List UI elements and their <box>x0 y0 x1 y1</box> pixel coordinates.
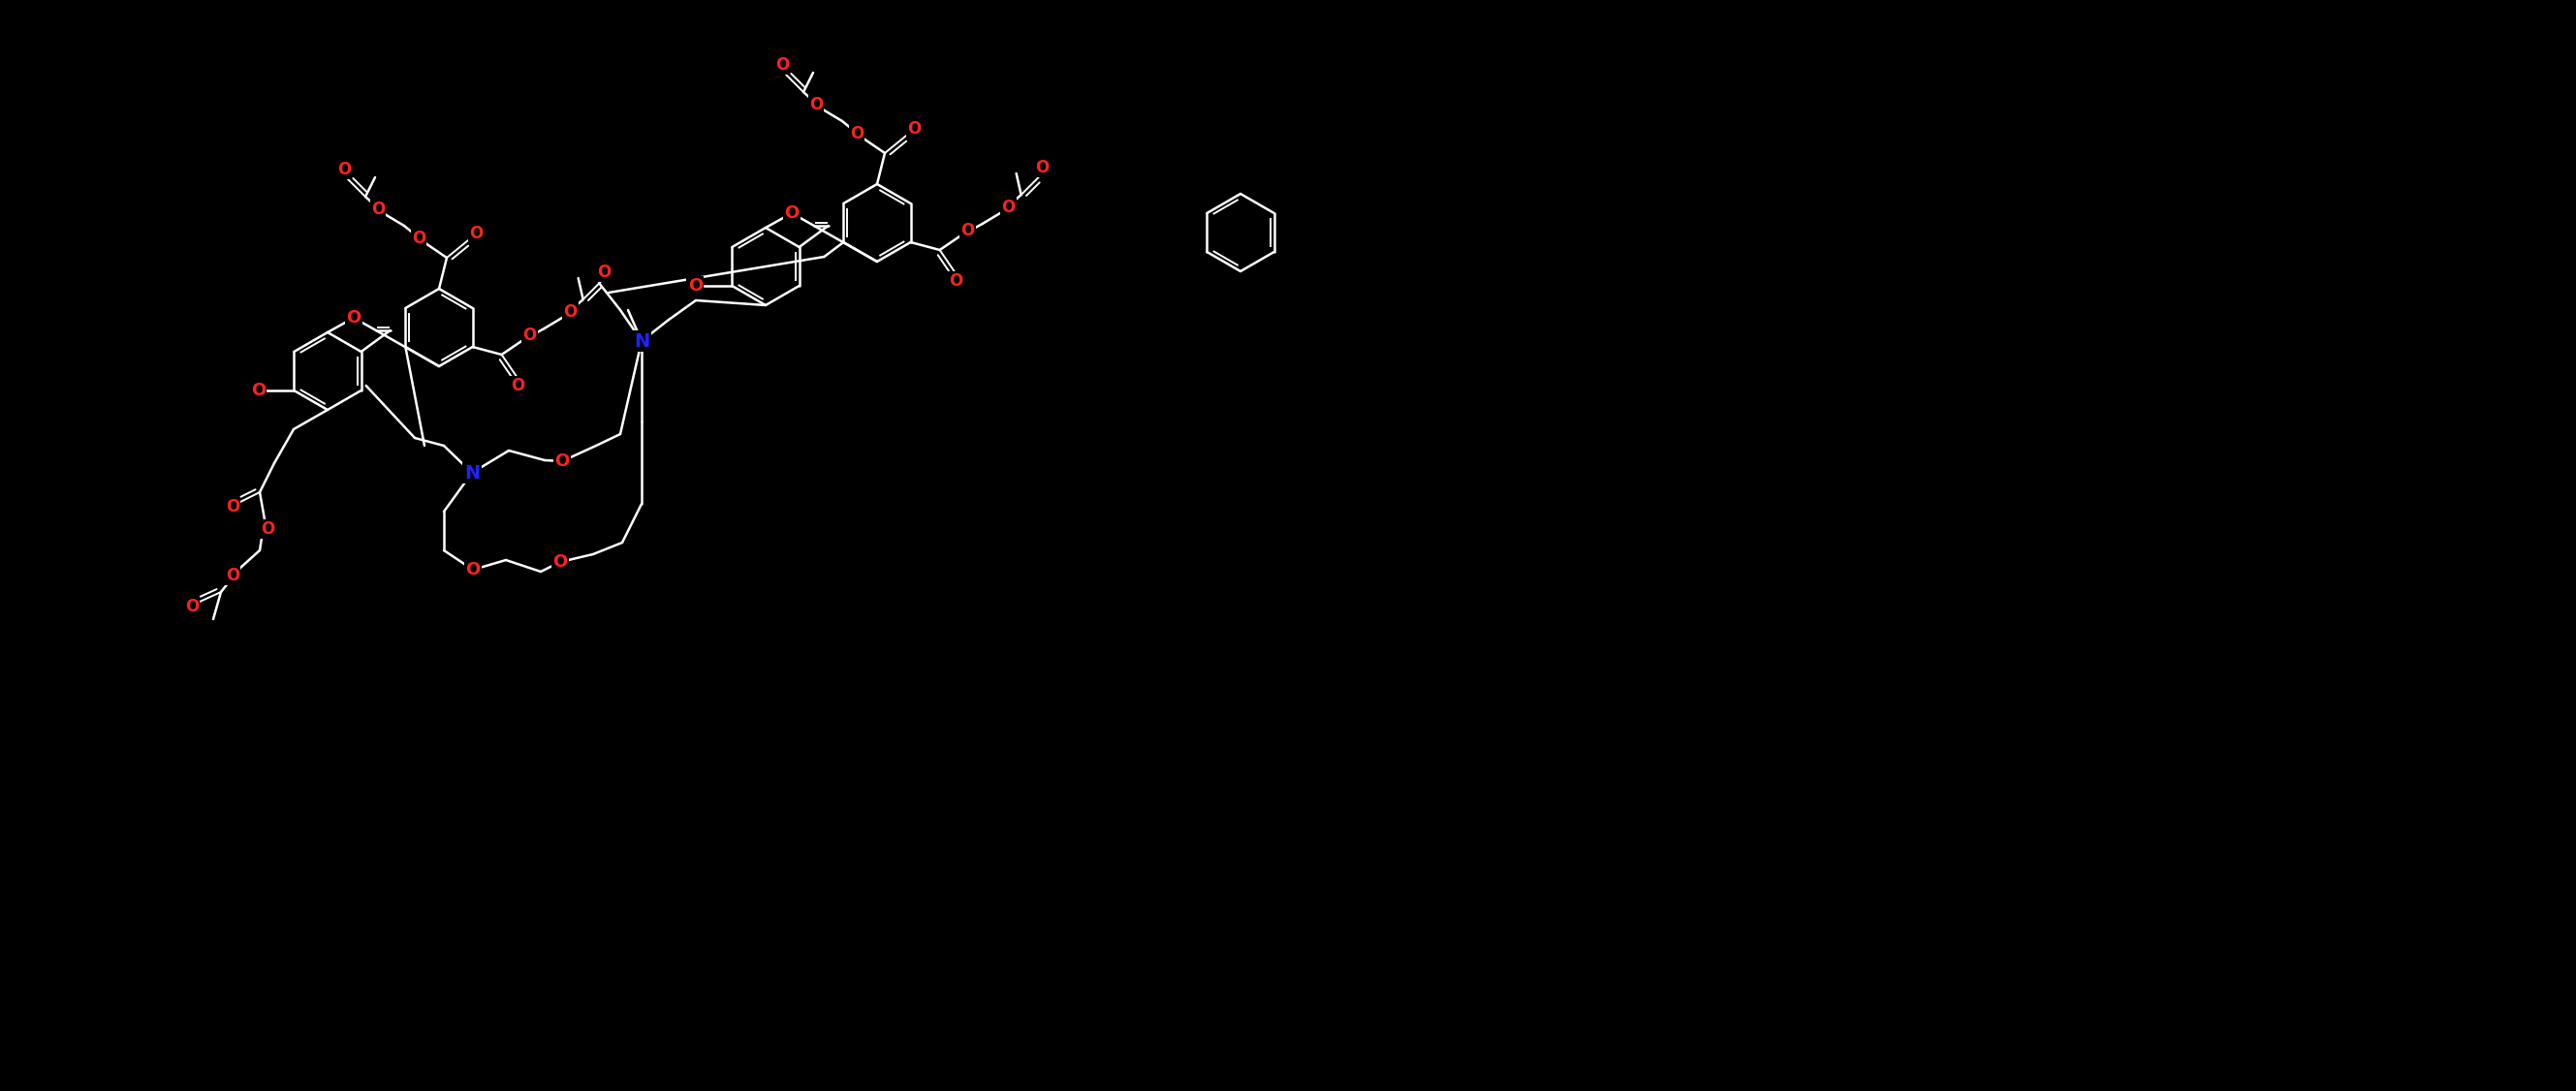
Text: O: O <box>1036 159 1048 177</box>
Text: N: N <box>464 464 479 482</box>
Text: N: N <box>634 332 649 350</box>
Text: O: O <box>523 326 536 344</box>
Text: O: O <box>598 264 611 281</box>
Text: O: O <box>564 303 577 321</box>
Text: O: O <box>185 598 198 615</box>
Text: O: O <box>412 229 425 247</box>
Text: O: O <box>554 553 567 571</box>
Text: O: O <box>786 204 799 221</box>
Text: O: O <box>809 96 822 113</box>
Text: O: O <box>510 376 526 394</box>
Text: O: O <box>337 160 350 178</box>
Text: O: O <box>907 120 920 137</box>
Text: O: O <box>554 453 569 470</box>
Text: O: O <box>1002 199 1015 216</box>
Text: O: O <box>227 497 240 515</box>
Text: O: O <box>250 382 265 399</box>
Text: O: O <box>850 125 863 143</box>
Text: O: O <box>227 567 240 585</box>
Text: O: O <box>688 277 703 295</box>
Text: O: O <box>466 561 479 578</box>
Text: O: O <box>345 309 361 326</box>
Text: O: O <box>961 221 974 239</box>
Text: O: O <box>371 201 384 218</box>
Text: O: O <box>775 57 788 73</box>
Text: O: O <box>951 273 963 290</box>
Text: O: O <box>469 225 482 242</box>
Text: O: O <box>260 520 276 538</box>
